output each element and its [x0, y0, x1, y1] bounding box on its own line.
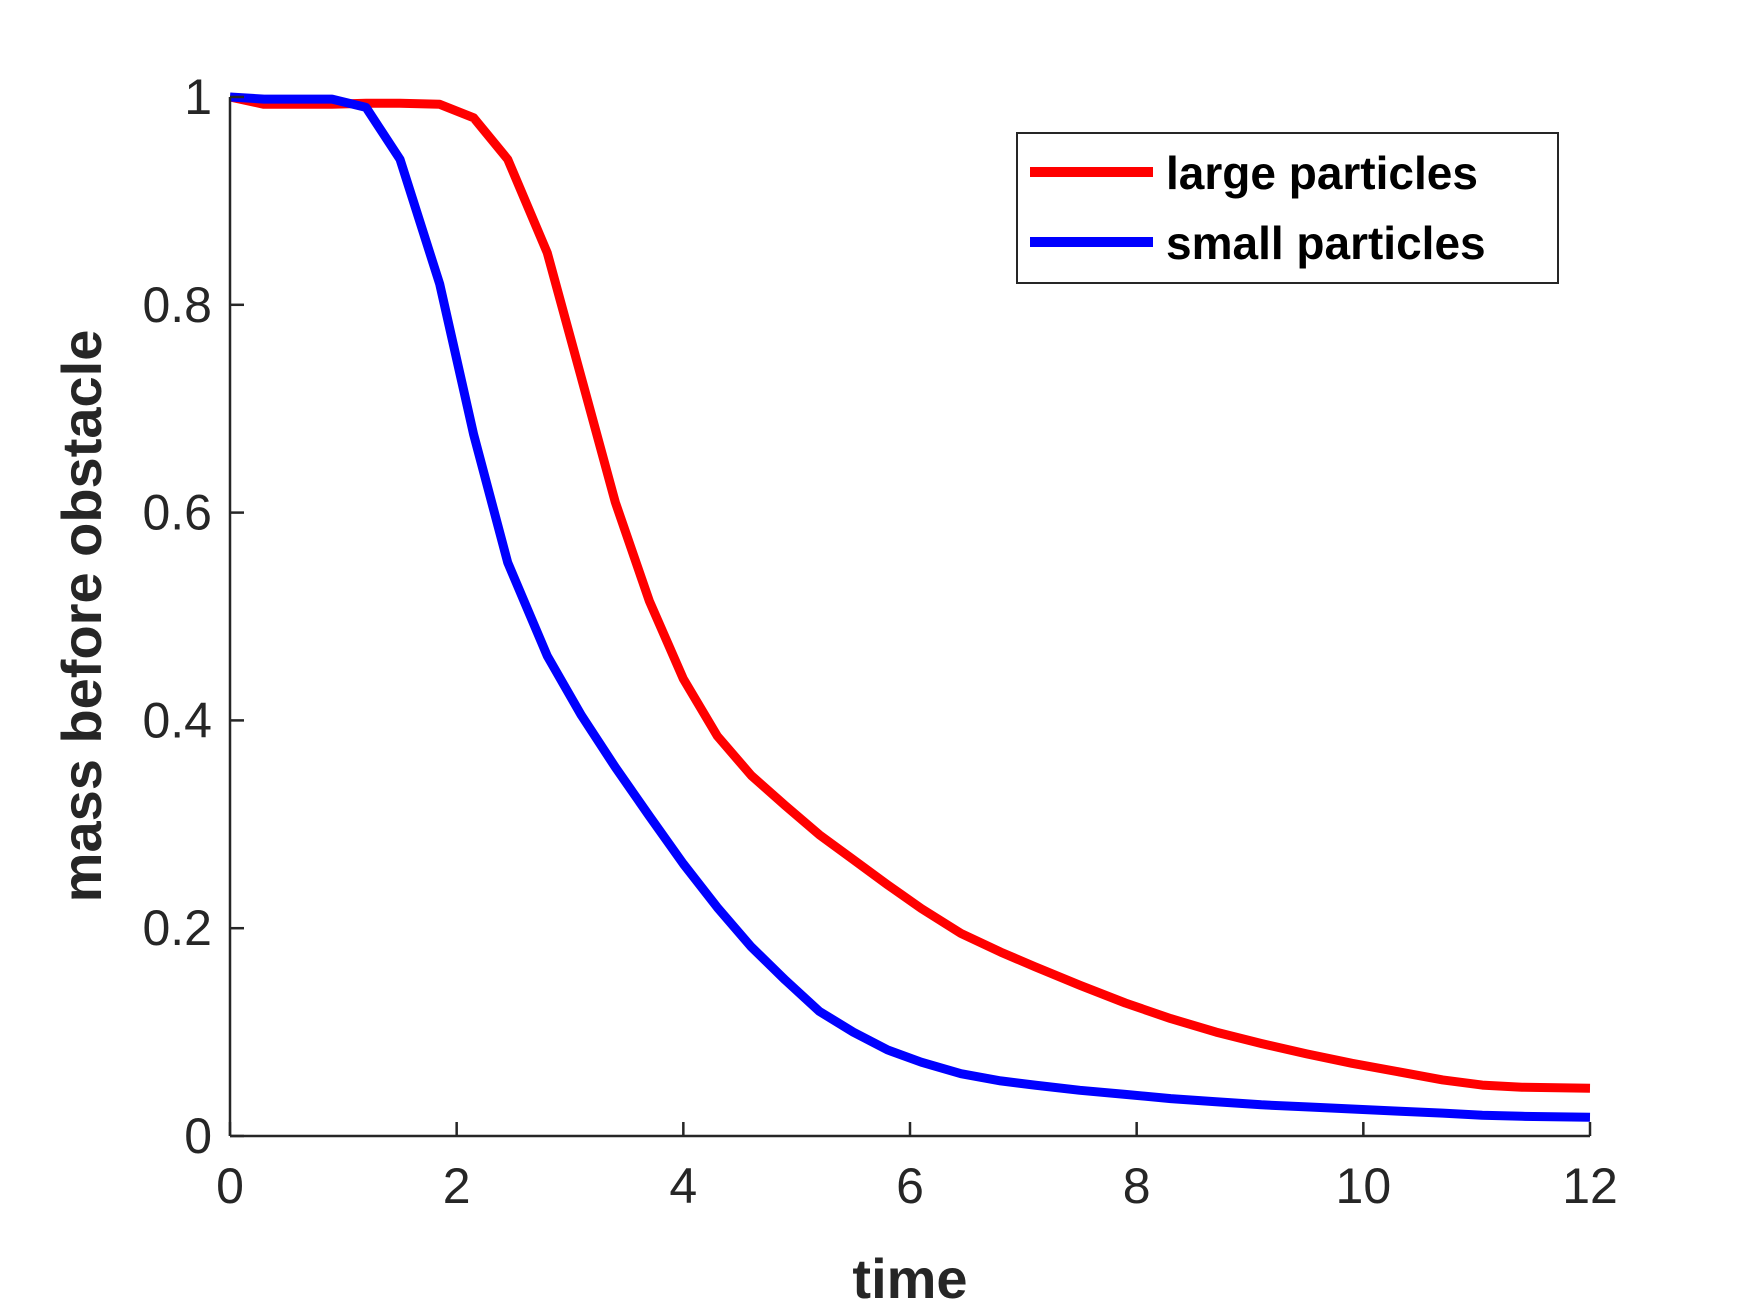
x-tick-label: 4 — [669, 1158, 697, 1214]
x-tick-label: 10 — [1336, 1158, 1392, 1214]
y-tick-label: 0 — [184, 1108, 212, 1164]
series-line-small-particles — [229, 92, 1591, 1122]
legend-label-large-particles: large particles — [1166, 147, 1478, 199]
x-tick-label: 12 — [1562, 1158, 1618, 1214]
y-tick-label: 0.2 — [142, 900, 212, 956]
legend: large particles small particles — [1016, 132, 1559, 284]
x-tick-label: 0 — [216, 1158, 244, 1214]
legend-box — [1016, 132, 1559, 284]
y-tick-label: 0.4 — [142, 692, 212, 748]
x-tick-label: 2 — [443, 1158, 471, 1214]
x-axis-title: time — [852, 1247, 967, 1310]
x-tick-label: 8 — [1123, 1158, 1151, 1214]
y-tick-label: 0.8 — [142, 277, 212, 333]
y-tick-label: 1 — [184, 69, 212, 125]
y-tick-label: 0.6 — [142, 485, 212, 541]
series-line-large-particles — [229, 92, 1591, 1093]
legend-label-small-particles: small particles — [1166, 217, 1486, 269]
x-tick-label: 6 — [896, 1158, 924, 1214]
y-axis-title: mass before obstacle — [50, 330, 113, 903]
ticks: 0 2 4 6 8 10 12 0 0.2 0.4 0.6 0.8 1 — [142, 69, 1617, 1214]
series-layer — [229, 92, 1591, 1122]
